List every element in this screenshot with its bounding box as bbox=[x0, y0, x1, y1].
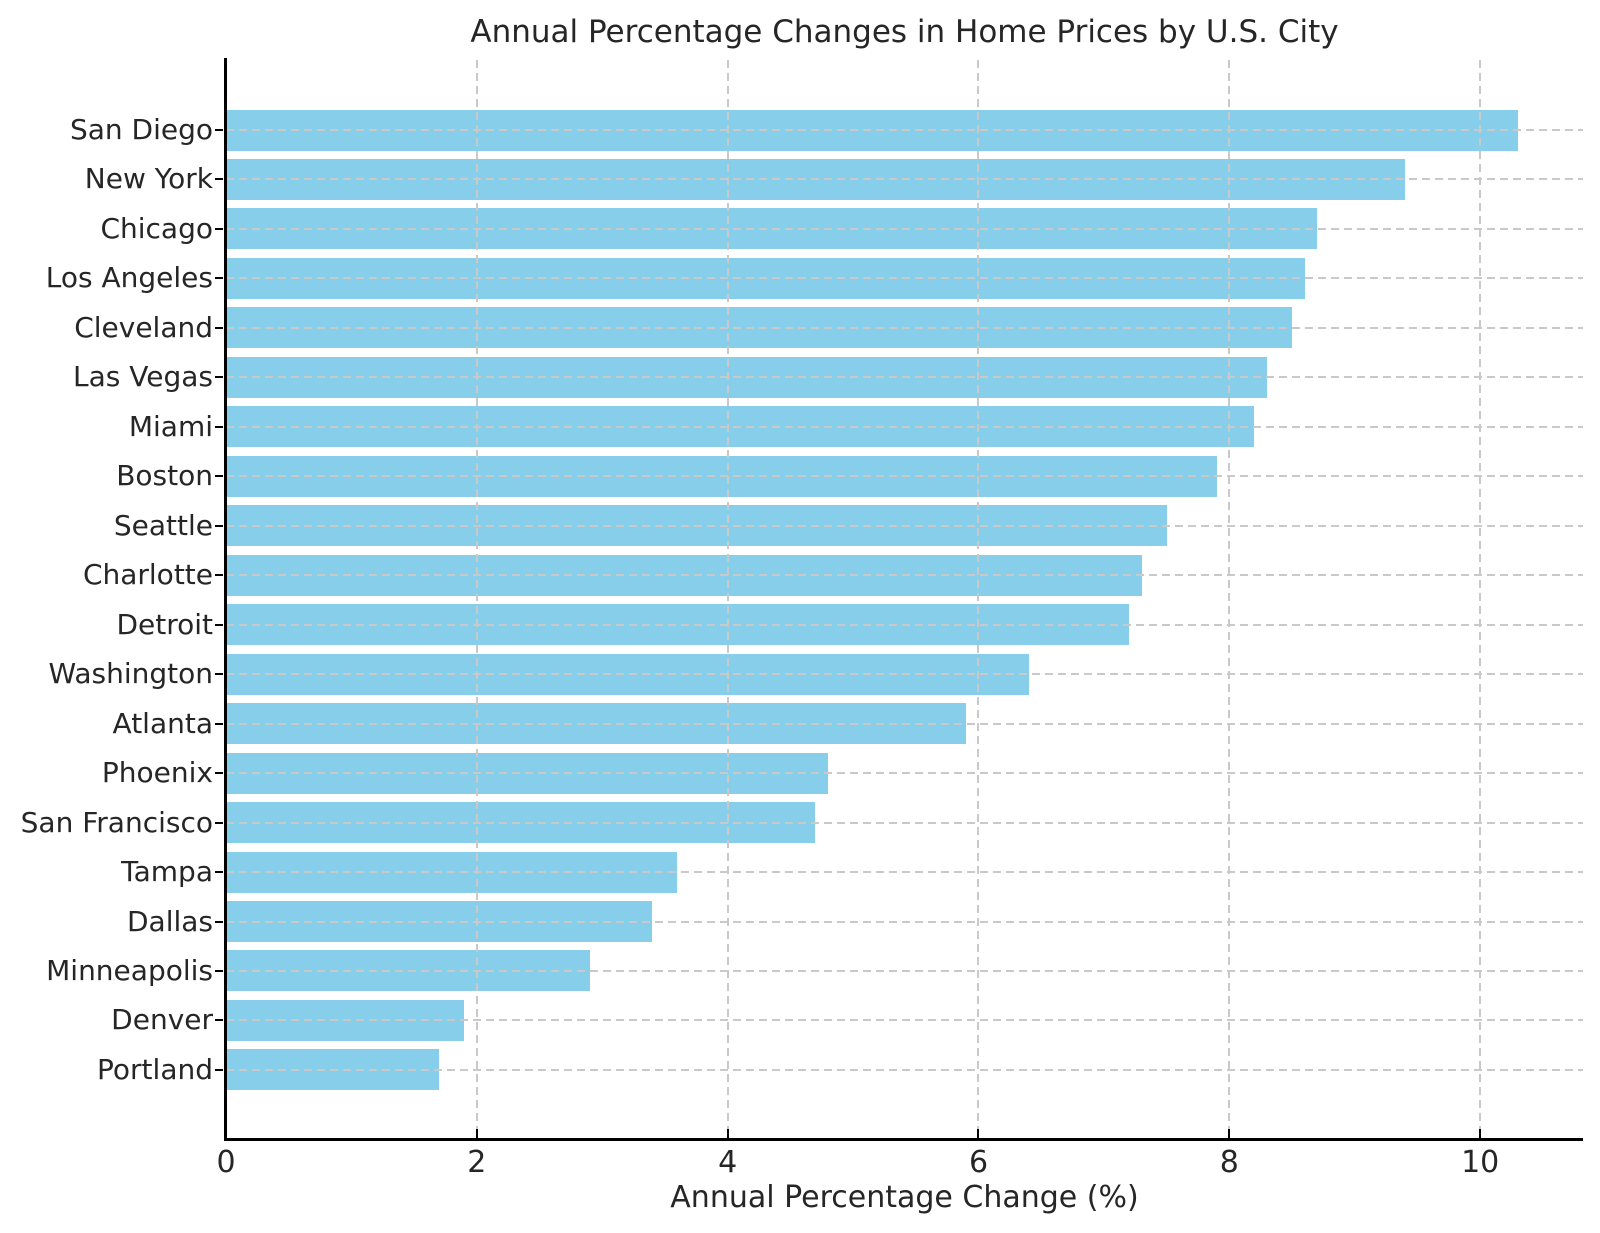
y-tick-mark bbox=[215, 722, 223, 725]
y-tick-label: Boston bbox=[116, 459, 213, 493]
y-gridline bbox=[226, 277, 1583, 280]
y-tick-mark bbox=[215, 1068, 223, 1071]
y-gridline bbox=[226, 129, 1583, 131]
x-axis-title: Annual Percentage Change (%) bbox=[670, 1180, 1139, 1215]
y-tick-mark bbox=[215, 227, 223, 230]
x-gridline bbox=[1228, 60, 1231, 1139]
x-tick-label: 6 bbox=[968, 1145, 989, 1180]
y-tick-mark bbox=[215, 871, 223, 874]
y-tick-label: Portland bbox=[97, 1052, 213, 1086]
y-gridline bbox=[226, 574, 1583, 577]
y-tick-mark bbox=[215, 969, 223, 972]
y-gridline bbox=[226, 425, 1583, 428]
y-tick-mark bbox=[215, 178, 223, 181]
y-gridline bbox=[226, 871, 1583, 874]
y-gridline bbox=[226, 673, 1583, 676]
y-tick-mark bbox=[215, 772, 223, 775]
y-tick-mark bbox=[215, 475, 223, 478]
y-tick-label: Dallas bbox=[126, 904, 213, 938]
y-gridline bbox=[226, 376, 1583, 379]
y-tick-label: Minneapolis bbox=[46, 953, 213, 987]
y-tick-mark bbox=[215, 920, 223, 923]
x-tick-label: 10 bbox=[1461, 1145, 1500, 1180]
x-tick-label: 4 bbox=[718, 1145, 738, 1180]
y-tick-mark bbox=[215, 623, 223, 626]
y-gridline bbox=[226, 920, 1583, 923]
y-gridline bbox=[226, 623, 1583, 626]
y-tick-mark bbox=[215, 1019, 223, 1022]
y-gridline bbox=[226, 772, 1583, 775]
y-gridline bbox=[226, 1019, 1583, 1022]
y-tick-label: Atlanta bbox=[112, 706, 213, 740]
y-tick-mark bbox=[215, 524, 223, 527]
y-tick-label: San Diego bbox=[69, 113, 213, 146]
y-axis-spine bbox=[224, 58, 227, 1141]
y-gridline bbox=[226, 475, 1583, 478]
x-gridline bbox=[1479, 60, 1482, 1139]
y-gridline bbox=[226, 326, 1583, 329]
y-tick-label: San Francisco bbox=[20, 805, 213, 839]
y-tick-mark bbox=[215, 574, 223, 577]
y-tick-mark bbox=[215, 129, 223, 131]
x-tick-label: 2 bbox=[467, 1145, 487, 1180]
x-axis-spine bbox=[224, 1138, 1583, 1141]
x-gridline bbox=[726, 60, 729, 1139]
y-gridline bbox=[226, 524, 1583, 527]
y-tick-label: Denver bbox=[111, 1003, 213, 1037]
x-tick-mark bbox=[726, 1129, 729, 1139]
x-tick-label: 0 bbox=[216, 1145, 236, 1180]
x-gridline bbox=[475, 60, 478, 1139]
x-tick-mark bbox=[1228, 1129, 1231, 1139]
y-tick-label: Tampa bbox=[121, 855, 213, 889]
y-tick-mark bbox=[215, 326, 223, 329]
y-tick-label: Seattle bbox=[113, 508, 213, 542]
y-gridline bbox=[226, 821, 1583, 824]
y-tick-label: Washington bbox=[48, 657, 213, 691]
x-tick-mark bbox=[1479, 1129, 1482, 1139]
x-tick-mark bbox=[475, 1129, 478, 1139]
y-tick-label: Las Vegas bbox=[73, 360, 213, 394]
x-tick-label: 8 bbox=[1219, 1145, 1239, 1180]
chart-title: Annual Percentage Changes in Home Prices… bbox=[470, 14, 1339, 50]
y-tick-label: Miami bbox=[128, 409, 213, 443]
y-tick-label: Chicago bbox=[100, 211, 213, 245]
y-tick-label: New York bbox=[84, 162, 213, 196]
y-tick-label: Phoenix bbox=[101, 756, 213, 790]
y-tick-label: Cleveland bbox=[74, 310, 213, 344]
y-gridline bbox=[226, 227, 1583, 230]
y-gridline bbox=[226, 969, 1583, 972]
y-tick-mark bbox=[215, 821, 223, 824]
y-gridline bbox=[226, 1068, 1583, 1071]
y-tick-label: Charlotte bbox=[82, 558, 213, 592]
y-tick-label: Detroit bbox=[116, 607, 213, 641]
y-tick-mark bbox=[215, 277, 223, 280]
x-tick-mark bbox=[225, 1129, 227, 1139]
plot-area: 0 2 4 6 8 10 bbox=[215, 58, 1583, 1180]
y-tick-label: Los Angeles bbox=[45, 261, 213, 295]
y-tick-mark bbox=[215, 673, 223, 676]
y-tick-mark bbox=[215, 376, 223, 379]
x-gridline bbox=[977, 60, 980, 1139]
y-gridline bbox=[226, 722, 1583, 725]
y-tick-mark bbox=[215, 425, 223, 428]
x-tick-mark bbox=[977, 1129, 980, 1139]
y-gridline bbox=[226, 178, 1583, 181]
